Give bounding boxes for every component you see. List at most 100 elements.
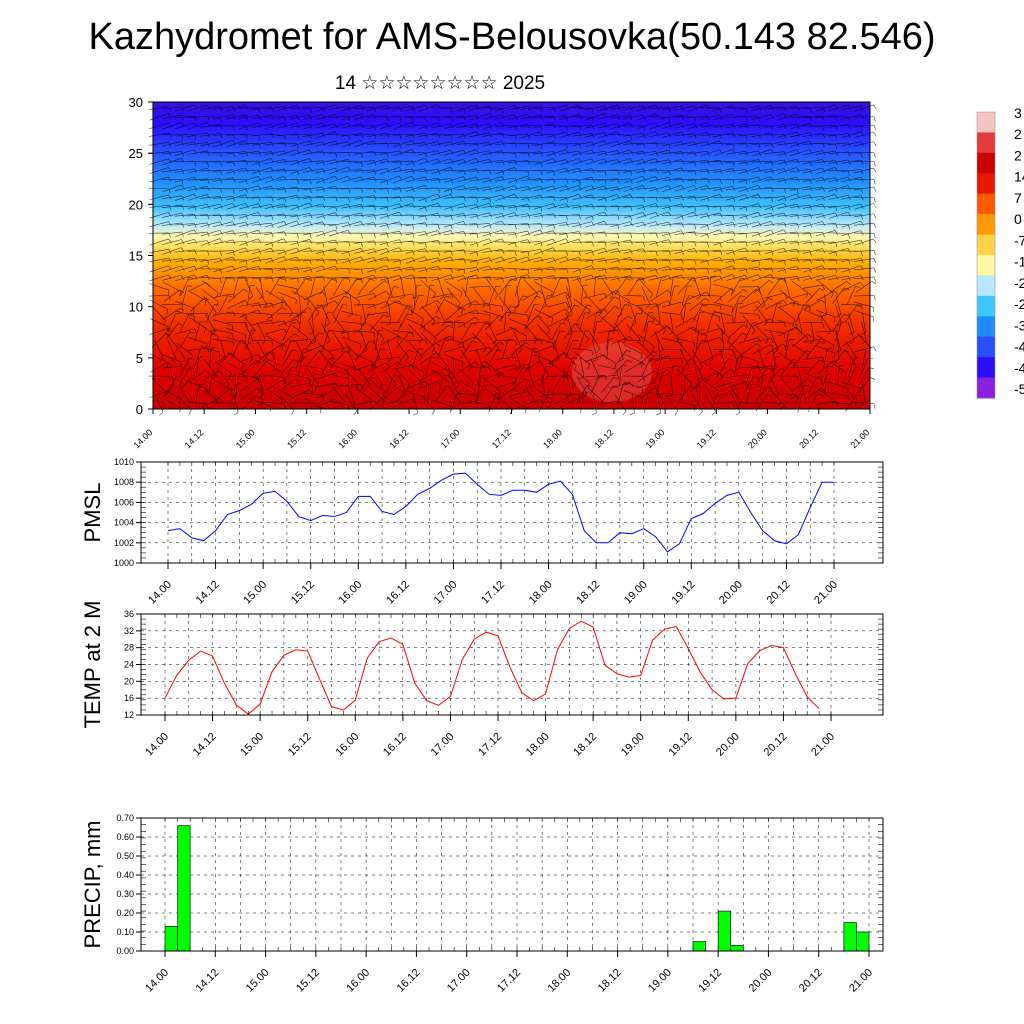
section-xtick-label: 17.12: [490, 427, 513, 450]
colorbar-label: -1: [1014, 254, 1024, 270]
panel-xtick-label: 20.00: [747, 967, 775, 995]
colorbar-label: 3: [1014, 105, 1022, 121]
section-xtick-label: 15.00: [234, 427, 257, 450]
panel-ytick-label: 16: [124, 693, 134, 703]
panel-xtick-label: 16.00: [336, 579, 364, 607]
section-xtick-label: 20.12: [797, 427, 820, 450]
section-ytick-label: 0: [136, 402, 143, 417]
panel-xtick-label: 20.12: [765, 579, 793, 607]
panel-ytick-label: 36: [124, 609, 134, 619]
colorbar-swatch: [977, 234, 995, 256]
chart-title: Kazhydromet for AMS-Belousovka(50.143 82…: [88, 16, 936, 58]
panel-ytick-label: 1000: [114, 558, 134, 568]
section-xtick-label: 15.12: [285, 427, 308, 450]
section-xtick-label: 14.00: [131, 427, 154, 450]
panel-xtick-label: 16.00: [344, 967, 372, 995]
panel-ytick-label: 28: [124, 643, 134, 653]
colorbar-swatch: [977, 255, 995, 276]
panel-minor-ticks: [141, 461, 883, 564]
colorbar-label: -2: [1014, 296, 1024, 312]
section-xtick-label: 18.12: [592, 427, 615, 450]
precip-bar: [692, 941, 706, 952]
colorbar-label: 0: [1014, 211, 1022, 227]
panel-xtick-label: 14.00: [143, 967, 171, 995]
panel-ytick-label: 0.10: [116, 927, 134, 937]
panel-xtick-label: 15.12: [294, 967, 322, 995]
panel-ytick-label: 0.20: [116, 908, 134, 918]
panel-grid: [141, 461, 883, 564]
colorbar-label: -5: [1014, 381, 1024, 397]
panel-xtick-label: 14.12: [193, 967, 221, 995]
panel-xtick-label: 19.00: [622, 579, 650, 607]
panel-xtick-label: 15.00: [238, 731, 266, 759]
panel-xtick-label: 18.00: [524, 731, 552, 759]
panel-ytick-label: 1008: [114, 477, 134, 487]
panel-xtick-label: 19.00: [619, 731, 647, 759]
panel-xtick-label: 15.00: [241, 579, 269, 607]
temperature-field: [153, 102, 870, 409]
panel-xtick-label: 14.00: [143, 731, 171, 759]
pmsl-line: [167, 472, 834, 553]
panel-xtick-label: 19.00: [646, 967, 674, 995]
colorbar-swatch: [977, 377, 995, 399]
panel-ytick-label: 0.60: [116, 832, 134, 842]
panel-xtick-label: 17.12: [495, 967, 523, 995]
panel-ytick-label: 1010: [114, 457, 134, 467]
panel-xtick-label: 14.00: [146, 579, 174, 607]
panel-xtick-label: 16.12: [384, 579, 412, 607]
warm-core: [571, 342, 652, 403]
panel-xtick-label: 18.12: [574, 579, 602, 607]
panel-xtick-label: 17.12: [476, 731, 504, 759]
colorbar-label: -4: [1014, 339, 1024, 355]
panel-xtick-label: 20.00: [717, 579, 745, 607]
colorbar-swatch: [977, 152, 995, 174]
panel-xtick-label: 20.12: [762, 731, 790, 759]
panel-xtick-label: 21.00: [847, 967, 875, 995]
panel-xtick-label: 15.12: [289, 579, 317, 607]
panel-xtick-label: 16.12: [381, 731, 409, 759]
colorbar-swatch: [977, 316, 995, 338]
section-ytick-label: 30: [129, 95, 143, 110]
panel-xtick-label: 15.12: [286, 731, 314, 759]
panel-ytick-label: 0.70: [116, 813, 134, 823]
panel-ytick-label: 20: [124, 676, 134, 686]
panel-xtick-label: 18.00: [545, 967, 573, 995]
colorbar-label: 14: [1014, 169, 1024, 185]
section-ytick-label: 20: [129, 197, 143, 212]
section-ytick-label: 25: [129, 146, 143, 161]
panel-xtick-label: 18.12: [571, 731, 599, 759]
panel-xtick-label: 21.00: [812, 579, 840, 607]
panel-ytick-label: 32: [124, 626, 134, 636]
panel-ytick-label: 0.40: [116, 870, 134, 880]
panel-ytick-label: 0.00: [116, 946, 134, 956]
section-ytick-label: 5: [136, 351, 143, 366]
colorbar-label: -4: [1014, 360, 1024, 376]
panel-xtick-label: 16.00: [333, 731, 361, 759]
panel-minor-ticks: [141, 817, 883, 952]
section-xtick-label: 17.00: [439, 427, 462, 450]
precip-bar: [164, 925, 178, 952]
panel-grid: [141, 817, 883, 952]
panel-xtick-label: 18.12: [596, 967, 624, 995]
precip-bar: [730, 944, 744, 952]
colorbar-swatch: [977, 173, 995, 195]
colorbar-label: -2: [1014, 275, 1024, 291]
colorbar-label: -7: [1014, 232, 1024, 248]
colorbar-label: -3: [1014, 317, 1024, 333]
colorbar-swatch: [977, 214, 995, 236]
section-xtick-label: 19.12: [695, 427, 718, 450]
precip-bar: [177, 825, 191, 952]
panel-xtick-label: 19.12: [666, 731, 694, 759]
section-xtick-label: 20.00: [746, 427, 769, 450]
panel-xtick-label: 20.00: [714, 731, 742, 759]
section-xtick-label: 16.00: [336, 427, 359, 450]
panel-xtick-label: 16.12: [395, 967, 423, 995]
panel-ylabel: PRECIP, mm: [80, 821, 105, 949]
chart-subtitle: 14 ☆☆☆☆☆☆☆☆ 2025: [334, 73, 546, 94]
panel-xtick-label: 17.00: [429, 731, 457, 759]
colorbar-label: 7: [1014, 190, 1022, 206]
section-xtick-label: 14.12: [183, 427, 206, 450]
colorbar-swatch: [977, 336, 995, 358]
panel-xtick-label: 17.12: [479, 579, 507, 607]
